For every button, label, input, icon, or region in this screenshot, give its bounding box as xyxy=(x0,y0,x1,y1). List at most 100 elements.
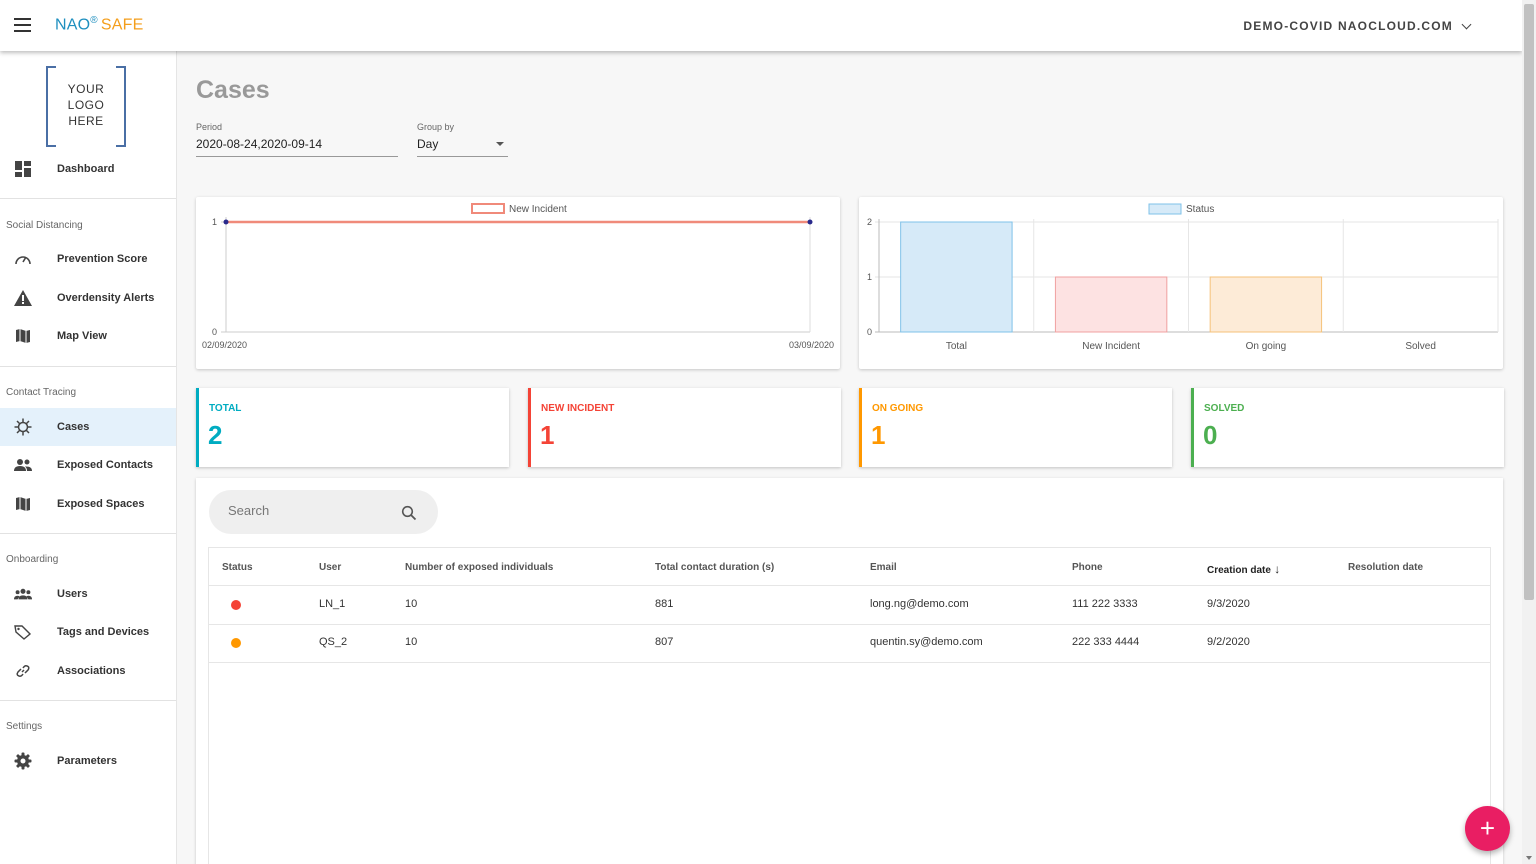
group-by-value: Day xyxy=(417,137,439,151)
warning-icon xyxy=(14,289,32,307)
cell-email: quentin.sy@demo.com xyxy=(870,636,983,648)
cell-duration: 881 xyxy=(655,598,674,610)
stat-card-new-incident: NEW INCIDENT 1 xyxy=(528,388,841,467)
table-row[interactable]: QS_2 10 807 quentin.sy@demo.com 222 333 4444… xyxy=(209,624,1490,662)
column-header-phone[interactable]: Phone xyxy=(1072,562,1103,573)
sidebar-item-users[interactable]: Users xyxy=(0,575,176,613)
x-tick-label: 02/09/2020 xyxy=(202,340,247,350)
sidebar-item-tags-and-devices[interactable]: Tags and Devices xyxy=(0,613,176,651)
column-header-number-of-exposed-individuals[interactable]: Number of exposed individuals xyxy=(405,562,553,573)
divider xyxy=(0,366,176,367)
bar-total xyxy=(900,221,1013,333)
stat-label: SOLVED xyxy=(1204,403,1245,414)
stat-label: TOTAL xyxy=(209,403,242,414)
legend-swatch xyxy=(1148,203,1182,215)
logo-placeholder: YOUR LOGO HERE xyxy=(46,66,126,147)
column-header-email[interactable]: Email xyxy=(870,562,897,573)
bar-on-going xyxy=(1209,276,1323,333)
column-header-resolution-date[interactable]: Resolution date xyxy=(1348,562,1423,573)
cell-phone: 222 333 4444 xyxy=(1072,636,1140,648)
column-header-status[interactable]: Status xyxy=(222,562,253,573)
group-by-label: Group by xyxy=(417,122,455,132)
gear-icon xyxy=(14,752,32,770)
scroll-down-arrow-icon[interactable] xyxy=(1526,856,1532,860)
cell-user: QS_2 xyxy=(319,636,348,648)
sidebar-item-exposed-contacts[interactable]: Exposed Contacts xyxy=(0,446,176,484)
top-bar: NAO® SAFE DEMO-COVID NAOCLOUD.COM xyxy=(0,0,1522,51)
header-divider xyxy=(209,585,1490,586)
section-title-onboarding: Onboarding xyxy=(6,554,59,565)
status-dot xyxy=(231,600,241,610)
table-row[interactable]: LN_1 10 881 long.ng@demo.com 111 222 3333 9/3… xyxy=(209,586,1490,624)
sidebar: YOUR LOGO HERE Dashboard Social Distanci… xyxy=(0,51,177,864)
stat-value: 2 xyxy=(208,420,223,450)
sidebar-item-associations[interactable]: Associations xyxy=(0,652,176,690)
sidebar-item-cases[interactable]: Cases xyxy=(0,408,176,446)
line-chart: New Incident 0 1 02/09/2020 03/09/2020 xyxy=(202,203,834,350)
sidebar-item-prevention-score[interactable]: Prevention Score xyxy=(0,240,176,278)
stat-card-total: TOTAL 2 xyxy=(196,388,509,467)
sort-arrow-icon: ↓ xyxy=(1270,562,1281,576)
y-tick-label: 2 xyxy=(867,217,872,227)
divider xyxy=(0,700,176,701)
scrollbar[interactable] xyxy=(1522,0,1536,864)
stat-label: NEW INCIDENT xyxy=(541,403,615,414)
people-icon xyxy=(14,456,32,474)
section-title-settings: Settings xyxy=(6,721,43,732)
search-input[interactable] xyxy=(228,503,378,518)
column-header-label: Number of exposed individuals xyxy=(405,562,554,573)
period-label: Period xyxy=(196,122,223,132)
bar-chart-card: Status 0 1 2 Total New Incident On going Solved xyxy=(859,197,1503,369)
sidebar-item-label: Tags and Devices xyxy=(57,626,150,638)
sidebar-item-label: Map View xyxy=(57,330,107,342)
sidebar-item-dashboard[interactable]: Dashboard xyxy=(0,150,176,188)
stat-card-on-going: ON GOING 1 xyxy=(859,388,1172,467)
map-icon xyxy=(14,495,32,513)
scrollbar-thumb[interactable] xyxy=(1524,4,1534,600)
speedometer-icon xyxy=(14,250,32,268)
section-title-social-distancing: Social Distancing xyxy=(6,220,83,231)
stat-value: 0 xyxy=(1203,420,1218,450)
brand-registered: ® xyxy=(90,15,98,26)
row-divider xyxy=(209,662,1490,663)
chevron-down-icon xyxy=(1461,19,1472,29)
add-case-button[interactable]: + xyxy=(1465,806,1510,851)
cell-user: LN_1 xyxy=(319,598,346,610)
sidebar-item-parameters[interactable]: Parameters xyxy=(0,742,176,780)
sidebar-item-label: Cases xyxy=(57,421,90,433)
dashboard-icon xyxy=(14,160,32,178)
legend-label: New Incident xyxy=(509,204,567,215)
page-title: Cases xyxy=(196,76,270,104)
legend-label: Status xyxy=(1186,204,1214,215)
sidebar-item-label: Associations xyxy=(57,665,126,677)
search-box[interactable] xyxy=(209,490,438,534)
column-header-label: Phone xyxy=(1072,562,1103,573)
sidebar-item-label: Exposed Spaces xyxy=(57,498,145,510)
sidebar-item-map-view[interactable]: Map View xyxy=(0,317,176,355)
column-header-total-contact-duration-s[interactable]: Total contact duration (s) xyxy=(655,562,774,573)
x-tick-label: New Incident xyxy=(1082,341,1140,352)
column-header-user[interactable]: User xyxy=(319,562,341,573)
stat-card-solved: SOLVED 0 xyxy=(1191,388,1504,467)
line-chart-card: New Incident 0 1 02/09/2020 03/09/2020 xyxy=(196,197,840,369)
group-by-select[interactable]: Day xyxy=(417,135,508,157)
period-input[interactable]: 2020-08-24,2020-09-14 xyxy=(196,135,398,157)
column-header-creation-date[interactable]: Creation date ↓ xyxy=(1207,562,1280,576)
sidebar-item-label: Exposed Contacts xyxy=(57,459,153,471)
account-menu[interactable]: DEMO-COVID NAOCLOUD.COM xyxy=(1243,19,1472,33)
y-tick-label: 0 xyxy=(212,327,217,337)
sidebar-item-label: Prevention Score xyxy=(57,253,148,265)
brand-safe: SAFE xyxy=(100,16,144,34)
column-header-label: Email xyxy=(870,562,897,573)
menu-icon[interactable] xyxy=(14,18,31,32)
dropdown-arrow-icon xyxy=(496,142,504,146)
sidebar-item-overdensity-alerts[interactable]: Overdensity Alerts xyxy=(0,279,176,317)
cell-exposed: 10 xyxy=(405,636,418,648)
brand-logo[interactable]: NAO® SAFE xyxy=(55,15,143,34)
x-tick-label: Total xyxy=(946,341,967,352)
logo-placeholder-text: YOUR LOGO HERE xyxy=(67,81,105,128)
y-tick-label: 1 xyxy=(867,272,872,282)
search-icon[interactable] xyxy=(401,505,417,521)
virus-icon xyxy=(14,418,32,436)
sidebar-item-exposed-spaces[interactable]: Exposed Spaces xyxy=(0,485,176,523)
